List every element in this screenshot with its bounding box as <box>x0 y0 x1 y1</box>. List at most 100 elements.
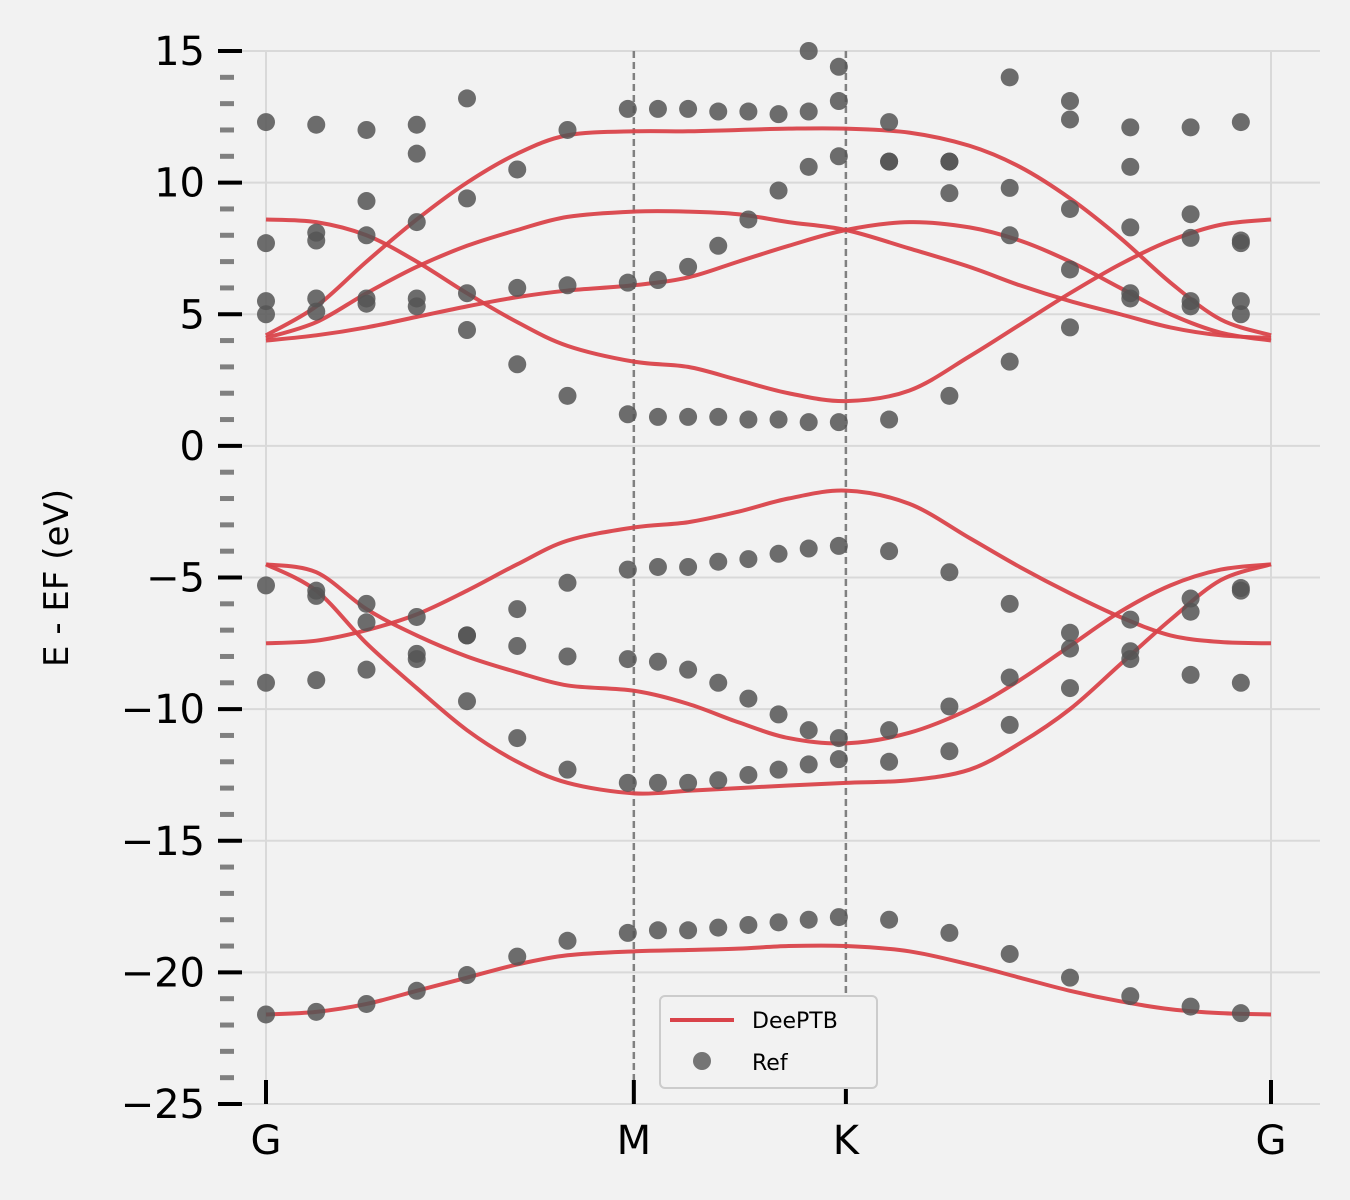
ref-point <box>357 226 376 245</box>
ref-point <box>769 544 788 563</box>
y-tick-label: −10 <box>121 687 205 733</box>
ref-point <box>508 278 527 297</box>
ref-point <box>880 542 899 561</box>
ref-point <box>357 192 376 211</box>
ref-point <box>769 705 788 724</box>
ref-point <box>407 650 426 669</box>
ref-point <box>829 57 848 76</box>
ref-point <box>1061 968 1079 987</box>
ref-point <box>739 689 758 708</box>
ref-point <box>648 921 667 940</box>
ref-point <box>1231 231 1250 250</box>
deeptb-band-line <box>265 220 1272 343</box>
ref-point <box>307 289 326 308</box>
ref-point <box>407 607 426 626</box>
ref-point <box>679 773 698 792</box>
ref-point <box>739 765 758 784</box>
y-axis: 15 10 5 0 −5 −10 −15 −20 −25 <box>121 29 242 1128</box>
ref-point <box>1231 581 1250 600</box>
ref-point <box>307 586 326 605</box>
ref-point <box>407 115 426 134</box>
deeptb-band-line <box>265 562 1272 746</box>
ref-point <box>1000 715 1019 734</box>
ref-point <box>508 729 527 748</box>
legend-ref-label: Ref <box>752 1051 789 1076</box>
ref-point <box>880 152 899 171</box>
ref-point <box>1000 668 1019 687</box>
ref-point <box>357 613 376 632</box>
ref-point <box>407 981 426 1000</box>
ref-point <box>1181 205 1200 224</box>
y-tick-label: 15 <box>154 29 205 75</box>
ref-point <box>307 115 326 134</box>
ref-point <box>257 305 275 324</box>
reference-points <box>257 42 1250 1024</box>
ref-point <box>508 636 527 655</box>
y-tick-label: −5 <box>146 556 205 602</box>
ref-point <box>880 721 899 740</box>
ref-point <box>1121 642 1140 661</box>
ref-point <box>558 573 577 592</box>
ref-point <box>508 355 527 374</box>
ref-point <box>1121 218 1140 237</box>
ref-point <box>709 102 728 121</box>
ref-point <box>407 144 426 163</box>
ref-point <box>558 760 577 779</box>
ref-point <box>769 181 788 200</box>
y-tick-label: 5 <box>180 292 205 338</box>
ref-point <box>679 557 698 576</box>
ref-point <box>648 271 667 290</box>
ref-point <box>1181 589 1200 608</box>
ref-point <box>458 89 476 108</box>
ref-point <box>1181 602 1200 621</box>
ref-point <box>709 918 728 937</box>
ref-point <box>508 160 527 179</box>
ref-point <box>679 407 698 426</box>
ref-point <box>357 120 376 139</box>
ref-point <box>357 994 376 1013</box>
deeptb-band-line <box>265 209 1272 340</box>
ref-point <box>709 771 728 790</box>
ref-point <box>1000 68 1019 87</box>
ref-point <box>769 760 788 779</box>
ref-point <box>709 673 728 692</box>
ref-point <box>940 697 959 716</box>
ref-point <box>739 550 758 569</box>
ref-point <box>648 407 667 426</box>
ref-point <box>940 386 959 405</box>
ref-point <box>739 915 758 934</box>
ref-point <box>357 289 376 308</box>
ref-point <box>458 321 476 340</box>
ref-point <box>618 773 637 792</box>
ref-point <box>709 236 728 255</box>
ref-point <box>880 113 899 132</box>
ref-point <box>1181 228 1200 247</box>
x-tick-label: M <box>617 1118 652 1164</box>
ref-point <box>1231 305 1250 324</box>
ref-point <box>940 152 959 171</box>
ref-point <box>829 729 848 748</box>
ref-point <box>799 102 818 121</box>
ref-point <box>940 923 959 942</box>
ref-point <box>1061 110 1079 129</box>
ref-point <box>880 752 899 771</box>
y-tick-label: −25 <box>121 1082 205 1128</box>
ref-point <box>307 223 326 242</box>
ref-point <box>307 1002 326 1021</box>
ref-point <box>458 966 476 985</box>
y-tick-label: 10 <box>154 161 205 207</box>
ref-point <box>1121 157 1140 176</box>
ref-point <box>257 1005 275 1024</box>
ref-point <box>257 673 275 692</box>
ref-point <box>799 721 818 740</box>
ref-point <box>769 105 788 124</box>
ref-point <box>709 407 728 426</box>
x-tick-label: K <box>833 1118 861 1164</box>
ref-point <box>1181 665 1200 684</box>
ref-point <box>739 102 758 121</box>
ref-point <box>1231 113 1250 132</box>
legend: DeePTB Ref <box>659 995 878 1089</box>
ref-point <box>307 302 326 321</box>
legend-deeptb-label: DeePTB <box>752 1009 838 1034</box>
